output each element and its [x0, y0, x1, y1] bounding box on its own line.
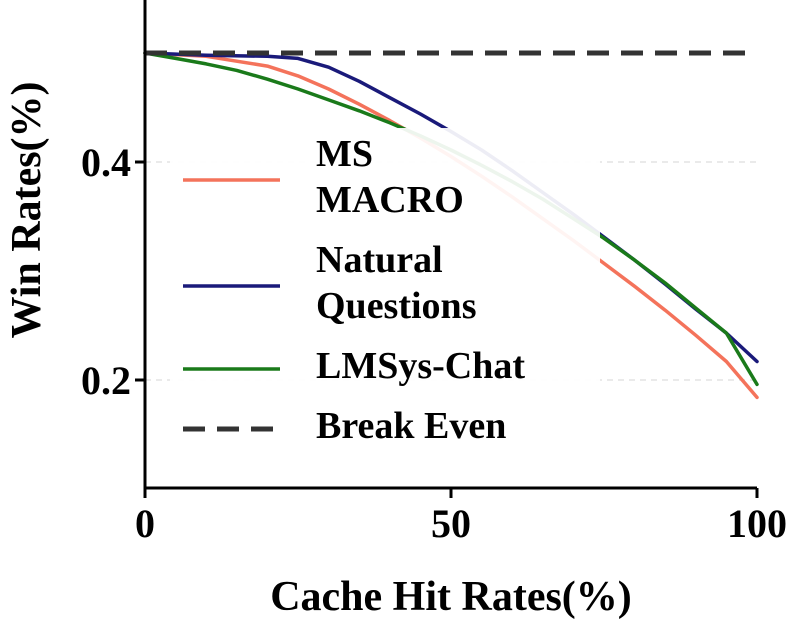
- legend-label-2: Natural: [316, 239, 443, 281]
- legend-label-3: LMSys-Chat: [316, 345, 525, 387]
- legend-label-4: Break Even: [316, 405, 506, 447]
- x-tick-label: 100: [727, 501, 787, 546]
- y-tick-label: 0.2: [81, 358, 131, 403]
- y-axis-title: Win Rates(%): [4, 81, 50, 338]
- x-tick-label: 50: [431, 501, 471, 546]
- legend-label-1: MS: [316, 133, 373, 175]
- ticks: 0.2 0.4 0 50 100: [81, 140, 787, 546]
- legend-label-2: Questions: [316, 285, 476, 327]
- legend-label-1: MACRO: [316, 179, 464, 221]
- x-axis-title: Cache Hit Rates(%): [270, 574, 632, 620]
- x-tick-label: 0: [135, 501, 155, 546]
- y-tick-label: 0.4: [81, 140, 131, 185]
- legend-box: [170, 128, 600, 480]
